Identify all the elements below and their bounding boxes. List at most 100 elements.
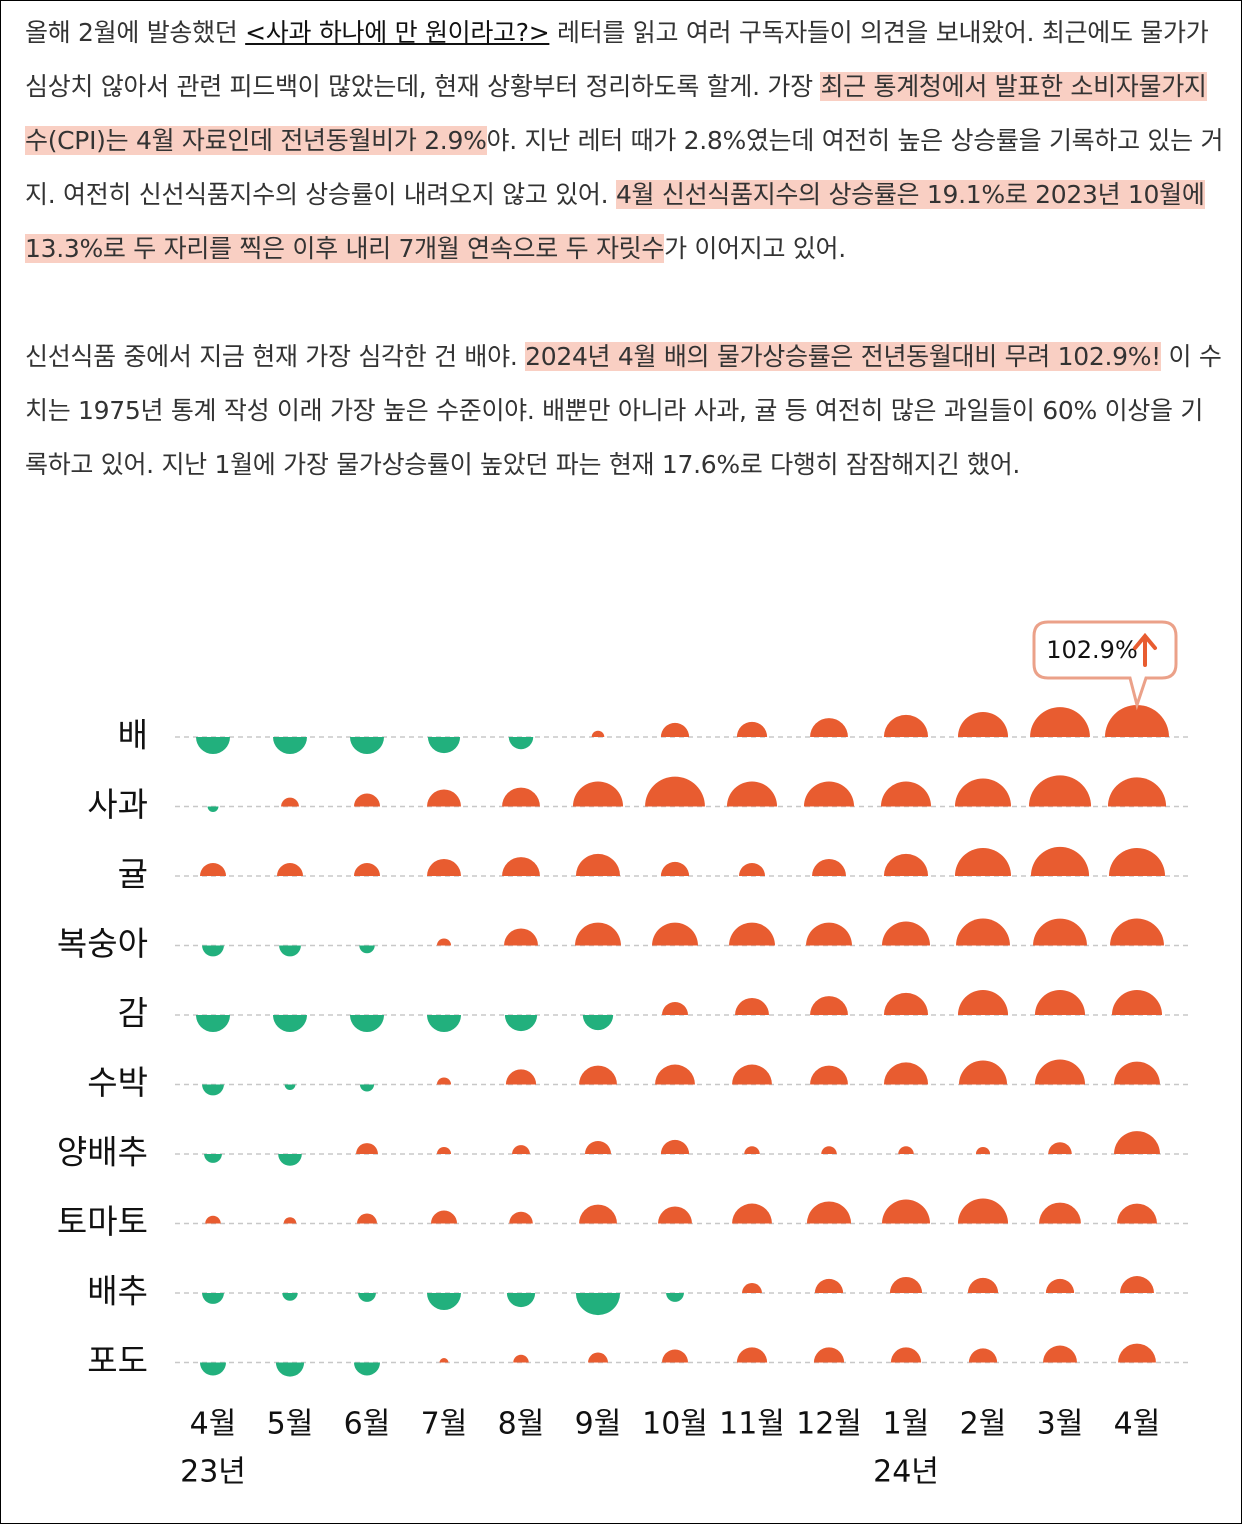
x-tick-label: 11월 bbox=[719, 1407, 785, 1442]
semicircle bbox=[281, 797, 299, 807]
semicircle bbox=[427, 1293, 461, 1310]
semicircle bbox=[513, 1354, 529, 1363]
semicircle bbox=[283, 1217, 297, 1224]
semicircle bbox=[655, 1064, 695, 1085]
semicircle bbox=[1110, 918, 1164, 946]
article: 올해 2월에 발송했던 <사과 하나에 만 원이라고?> 레터를 읽고 여러 구… bbox=[25, 6, 1225, 546]
semicircle bbox=[1048, 1142, 1072, 1154]
semicircle bbox=[660, 861, 690, 876]
semicircle bbox=[660, 722, 690, 737]
semicircle bbox=[1108, 847, 1166, 876]
semicircle bbox=[958, 1060, 1008, 1085]
semicircle bbox=[661, 1001, 689, 1015]
semicircle bbox=[506, 1293, 536, 1308]
semicircle bbox=[1105, 705, 1169, 737]
semicircle bbox=[736, 721, 768, 737]
semicircle bbox=[350, 1015, 384, 1032]
semicircle bbox=[275, 1362, 305, 1377]
semicircle bbox=[575, 922, 621, 946]
semicircle bbox=[502, 857, 540, 876]
semicircle bbox=[898, 1146, 914, 1154]
semicircle bbox=[812, 859, 846, 876]
semicircle bbox=[207, 806, 219, 812]
text: 야. 지난 레터 때가 2.8%였는데 여전히 높은 상승률을 기록하고 있는 … bbox=[25, 126, 1224, 209]
x-tick-label: 4월 bbox=[1114, 1407, 1161, 1442]
link[interactable]: <사과 하나에 만 원이라고?> bbox=[245, 18, 550, 47]
semicircle bbox=[282, 1293, 298, 1301]
semicircle bbox=[735, 998, 769, 1015]
text: 이 수치는 1975년 통계 작성 이래 가장 높은 수준이야. 배뿐만 아니라… bbox=[25, 342, 1222, 479]
semicircle bbox=[883, 714, 929, 737]
semicircle bbox=[645, 776, 705, 807]
row-label: 배 bbox=[118, 716, 148, 755]
x-tick-label: 1월 bbox=[883, 1407, 930, 1442]
semicircle bbox=[967, 1277, 999, 1293]
semicircle bbox=[284, 1084, 296, 1090]
semicircle bbox=[357, 1213, 377, 1224]
row-label: 복숭아 bbox=[57, 924, 148, 963]
semicircle bbox=[436, 1146, 452, 1154]
semicircle bbox=[205, 1215, 221, 1224]
semicircle bbox=[273, 1015, 307, 1032]
semicircle bbox=[813, 1347, 845, 1363]
semicircle bbox=[575, 853, 621, 876]
semicircle bbox=[821, 1146, 837, 1154]
year-label: 24년 bbox=[873, 1455, 939, 1490]
semicircle bbox=[881, 1199, 931, 1224]
semicircle bbox=[509, 1211, 533, 1224]
semicircle bbox=[430, 1210, 458, 1224]
semicircle bbox=[504, 1015, 538, 1032]
year-label: 23년 bbox=[180, 1455, 246, 1490]
x-tick-label: 5월 bbox=[267, 1407, 314, 1442]
semicircle bbox=[810, 1065, 848, 1085]
semicircle bbox=[1114, 1131, 1160, 1154]
semicircle bbox=[810, 996, 848, 1015]
semicircle bbox=[359, 945, 375, 954]
row-label: 귤 bbox=[118, 855, 148, 894]
semicircle bbox=[353, 793, 381, 807]
paragraph: 올해 2월에 발송했던 <사과 하나에 만 원이라고?> 레터를 읽고 여러 구… bbox=[25, 6, 1225, 276]
x-tick-label: 10월 bbox=[642, 1407, 708, 1442]
semicircle bbox=[806, 1201, 852, 1224]
semicircle bbox=[584, 1140, 612, 1154]
text: 올해 2월에 발송했던 bbox=[25, 18, 246, 47]
semicircle bbox=[199, 863, 227, 876]
x-tick-label: 6월 bbox=[344, 1407, 391, 1442]
semicircle bbox=[968, 1348, 998, 1363]
semicircle bbox=[803, 781, 855, 807]
semicircle bbox=[744, 1146, 760, 1154]
semicircle bbox=[427, 1015, 461, 1032]
row-label: 사과 bbox=[87, 785, 148, 824]
semicircle bbox=[202, 1293, 224, 1304]
semicircle bbox=[732, 1064, 772, 1085]
semicircle bbox=[666, 1293, 684, 1302]
semicircle bbox=[427, 737, 461, 754]
semicircle bbox=[660, 1139, 690, 1154]
semicircle bbox=[890, 1347, 922, 1363]
semicircle bbox=[202, 945, 224, 957]
semicircle bbox=[880, 781, 932, 807]
semicircle bbox=[279, 945, 301, 957]
semicircle bbox=[726, 781, 778, 807]
row-label: 배추 bbox=[87, 1272, 148, 1311]
semicircle bbox=[732, 1203, 772, 1224]
semicircle bbox=[883, 853, 929, 876]
semicircle bbox=[505, 1069, 537, 1085]
semicircle bbox=[814, 1278, 844, 1293]
semicircle bbox=[810, 718, 848, 737]
semicircle bbox=[439, 1358, 449, 1363]
row-label: 감 bbox=[118, 994, 148, 1033]
semicircle bbox=[1034, 990, 1086, 1015]
semicircle bbox=[1034, 1059, 1086, 1085]
x-tick-label: 12월 bbox=[796, 1407, 862, 1442]
semicircle bbox=[199, 1362, 227, 1376]
text: 레터를 읽고 여러 구독자들이 의견을 보내왔어. 최근에도 물가가 심상치 않… bbox=[25, 18, 1209, 101]
semicircle bbox=[588, 1352, 608, 1363]
semicircle bbox=[661, 1349, 689, 1363]
row-label: 양배추 bbox=[57, 1133, 148, 1172]
semicircle bbox=[202, 1084, 224, 1096]
semicircle bbox=[350, 737, 384, 754]
semicircle bbox=[889, 1276, 923, 1293]
semicircle bbox=[1118, 1343, 1156, 1363]
